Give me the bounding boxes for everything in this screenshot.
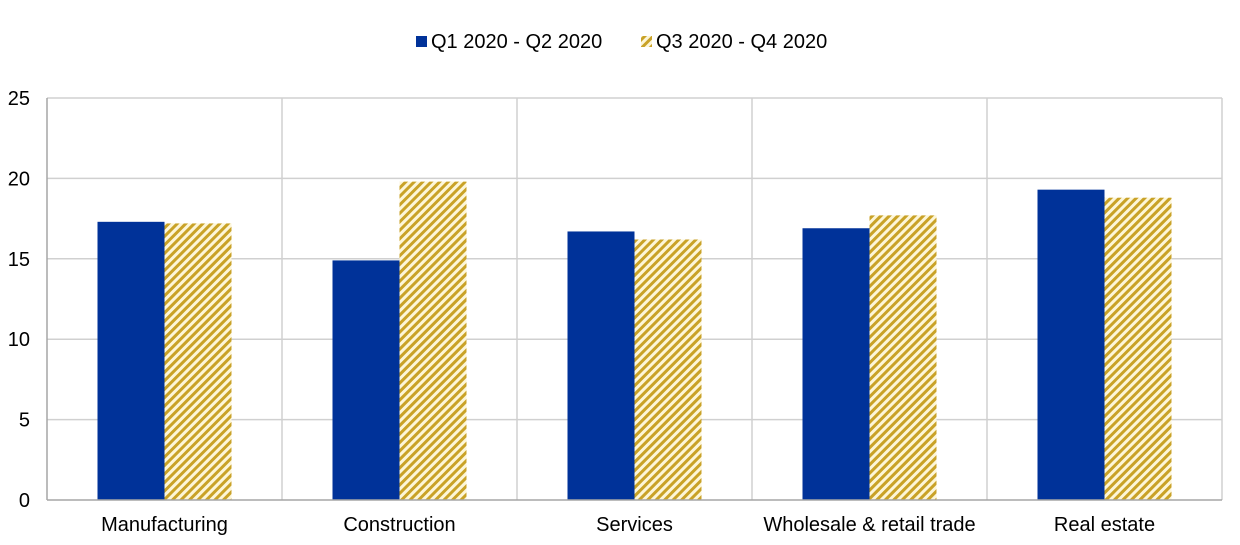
x-category-label: Wholesale & retail trade	[763, 514, 975, 536]
bars-group	[97, 181, 1172, 501]
chart-legend: Q1 2020 - Q2 2020 Q3 2020 - Q4 2020	[416, 31, 827, 53]
y-axis-tick-labels: 0 5 10 15 20 25	[8, 88, 30, 512]
bar-q3-q4-services	[634, 239, 702, 500]
bar-q1-q2-services	[567, 231, 635, 501]
bar-q1-q2-real-estate	[1037, 189, 1105, 500]
x-category-label: Manufacturing	[101, 514, 228, 536]
x-category-label: Services	[596, 514, 673, 536]
legend-label-q1-q2: Q1 2020 - Q2 2020	[431, 31, 602, 53]
y-tick-label: 20	[8, 168, 30, 190]
x-category-label: Real estate	[1054, 514, 1155, 536]
x-axis-category-labels: Manufacturing Construction Services Wholesa…	[101, 514, 1155, 536]
bar-q1-q2-construction	[332, 260, 400, 500]
bar-q3-q4-construction	[399, 181, 467, 500]
bar-q3-q4-wholesale-retail-trade	[869, 215, 937, 500]
axes	[46, 98, 1222, 501]
y-tick-label: 15	[8, 249, 30, 271]
y-tick-label: 25	[8, 88, 30, 110]
y-tick-label: 10	[8, 329, 30, 351]
y-tick-label: 5	[19, 410, 30, 432]
bar-q1-q2-manufacturing	[97, 221, 165, 501]
x-category-label: Construction	[343, 514, 455, 536]
bar-q3-q4-manufacturing	[164, 223, 232, 500]
legend-swatch-q3-q4	[641, 36, 652, 47]
y-tick-label: 0	[19, 490, 30, 512]
legend-swatch-q1-q2	[416, 36, 427, 47]
legend-label-q3-q4: Q3 2020 - Q4 2020	[656, 31, 827, 53]
bar-q3-q4-real-estate	[1104, 197, 1172, 501]
bar-q1-q2-wholesale-retail-trade	[802, 228, 870, 501]
